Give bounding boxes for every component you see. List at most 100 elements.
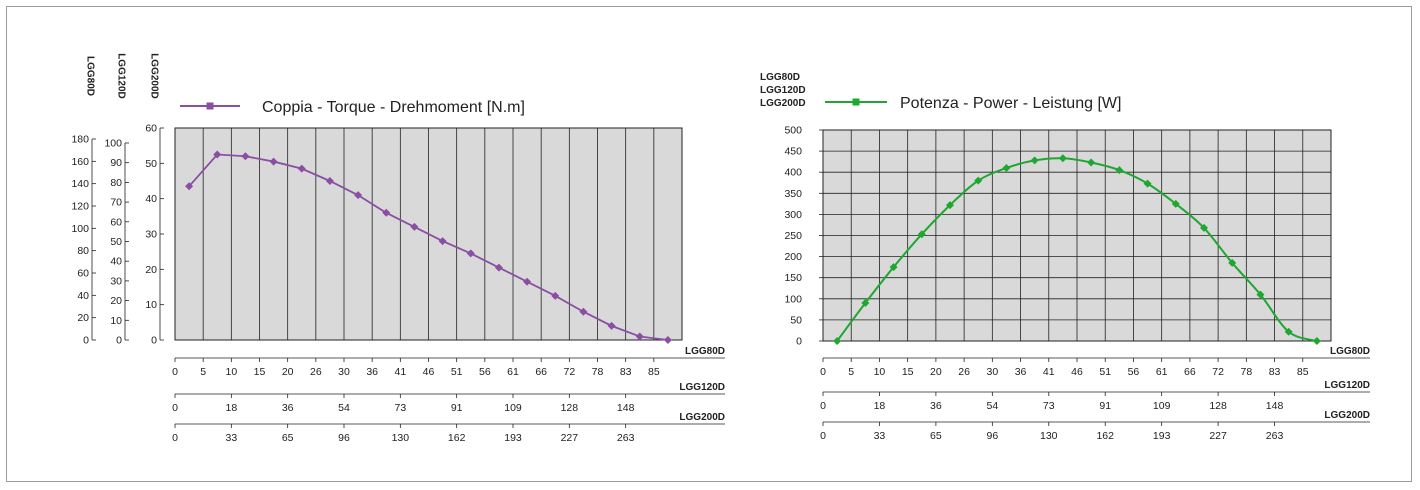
y-tick-label: 100 xyxy=(104,138,122,150)
x-tick-label: 83 xyxy=(1269,366,1281,378)
x-tick-label: 227 xyxy=(561,432,579,444)
data-point xyxy=(241,152,250,161)
y-tick-label: 80 xyxy=(77,245,89,257)
x-axis-lgg120d xyxy=(822,391,1370,396)
data-point xyxy=(974,176,983,185)
y-axis-title: LGG200D xyxy=(148,53,159,99)
x-tick-label: 18 xyxy=(225,402,237,414)
x-tick-label: 66 xyxy=(535,366,547,378)
legend xyxy=(180,102,240,110)
y-tick-label: 500 xyxy=(784,125,802,137)
legend-marker xyxy=(852,98,860,106)
x-tick-label: 33 xyxy=(874,430,886,442)
y-tick-label: 40 xyxy=(145,193,157,205)
x-tick-label: 130 xyxy=(392,432,410,444)
y-axis-lgg120d xyxy=(124,142,129,341)
data-point xyxy=(213,150,222,159)
data-point xyxy=(1030,156,1039,165)
x-tick-label: 85 xyxy=(648,366,660,378)
y-tick-label: 450 xyxy=(784,146,802,158)
x-tick-label: 30 xyxy=(338,366,350,378)
x-axis-title: LGG80D xyxy=(1330,346,1370,357)
legend xyxy=(825,98,887,106)
x-tick-label: 73 xyxy=(394,402,406,414)
x-tick-label: 10 xyxy=(225,366,237,378)
y-axis-title: LGG200D xyxy=(760,98,806,109)
x-tick-label: 65 xyxy=(930,430,942,442)
x-tick-label: 128 xyxy=(1209,400,1227,412)
y-tick-label: 100 xyxy=(784,293,802,305)
data-point xyxy=(1143,179,1152,188)
x-tick-label: 263 xyxy=(1266,430,1284,442)
x-tick-label: 26 xyxy=(958,366,970,378)
y-axis-title: LGG80D xyxy=(760,72,800,83)
data-point xyxy=(1284,327,1293,336)
y-tick-label: 60 xyxy=(77,268,89,280)
x-axis-lgg80d xyxy=(174,357,725,362)
x-axis-lgg120d xyxy=(174,393,725,398)
y-tick-label: 0 xyxy=(83,335,89,347)
y-tick-label: 0 xyxy=(796,336,802,348)
data-point xyxy=(1002,163,1011,172)
x-axis-title: LGG120D xyxy=(1324,380,1370,391)
data-point xyxy=(325,177,334,185)
data-point xyxy=(1228,258,1237,267)
data-point xyxy=(833,337,842,345)
y-tick-label: 70 xyxy=(110,197,122,209)
x-tick-label: 85 xyxy=(1297,366,1309,378)
x-tick-label: 56 xyxy=(479,366,491,378)
y-tick-label: 150 xyxy=(784,272,802,284)
x-tick-label: 148 xyxy=(617,402,635,414)
data-point xyxy=(382,208,391,217)
x-tick-label: 41 xyxy=(1043,366,1055,378)
data-point xyxy=(551,291,560,300)
y-tick-label: 50 xyxy=(790,314,802,326)
data-point xyxy=(466,249,475,258)
y-tick-label: 350 xyxy=(784,188,802,200)
x-tick-label: 193 xyxy=(1153,430,1171,442)
x-tick-label: 46 xyxy=(1071,366,1083,378)
x-tick-label: 65 xyxy=(282,432,294,444)
y-tick-label: 40 xyxy=(110,256,122,268)
data-point xyxy=(917,230,926,239)
x-tick-label: 5 xyxy=(200,366,206,378)
y-tick-label: 120 xyxy=(71,201,89,213)
x-tick-label: 96 xyxy=(338,432,350,444)
y-tick-label: 30 xyxy=(110,275,122,287)
y-tick-label: 20 xyxy=(77,312,89,324)
x-tick-label: 91 xyxy=(1099,400,1111,412)
x-axis-title: LGG200D xyxy=(679,412,725,423)
data-point xyxy=(889,263,898,272)
x-tick-label: 109 xyxy=(504,402,522,414)
x-tick-label: 0 xyxy=(820,366,826,378)
x-tick-label: 30 xyxy=(986,366,998,378)
y-tick-label: 20 xyxy=(145,264,157,276)
x-axis-title: LGG200D xyxy=(1324,410,1370,421)
y-tick-label: 40 xyxy=(77,290,89,302)
x-tick-label: 96 xyxy=(986,430,998,442)
data-point xyxy=(438,237,447,246)
x-tick-label: 263 xyxy=(617,432,635,444)
x-tick-label: 36 xyxy=(366,366,378,378)
data-point xyxy=(297,164,306,173)
x-tick-label: 72 xyxy=(1212,366,1224,378)
data-point xyxy=(354,191,363,200)
x-tick-label: 18 xyxy=(874,400,886,412)
y-axis-lgg200d xyxy=(159,127,164,341)
x-tick-label: 0 xyxy=(172,432,178,444)
x-tick-label: 54 xyxy=(338,402,350,414)
x-tick-label: 83 xyxy=(620,366,632,378)
y-tick-label: 0 xyxy=(116,335,122,347)
x-tick-label: 109 xyxy=(1153,400,1171,412)
data-point xyxy=(269,157,278,166)
x-tick-label: 162 xyxy=(448,432,466,444)
y-axis-title: LGG120D xyxy=(760,85,806,96)
x-tick-label: 15 xyxy=(254,366,266,378)
data-point xyxy=(1312,337,1321,345)
x-tick-label: 20 xyxy=(930,366,942,378)
y-tick-label: 10 xyxy=(145,299,157,311)
series-line xyxy=(833,154,1321,345)
y-tick-label: 20 xyxy=(110,295,122,307)
x-tick-label: 15 xyxy=(902,366,914,378)
x-tick-label: 72 xyxy=(563,366,575,378)
